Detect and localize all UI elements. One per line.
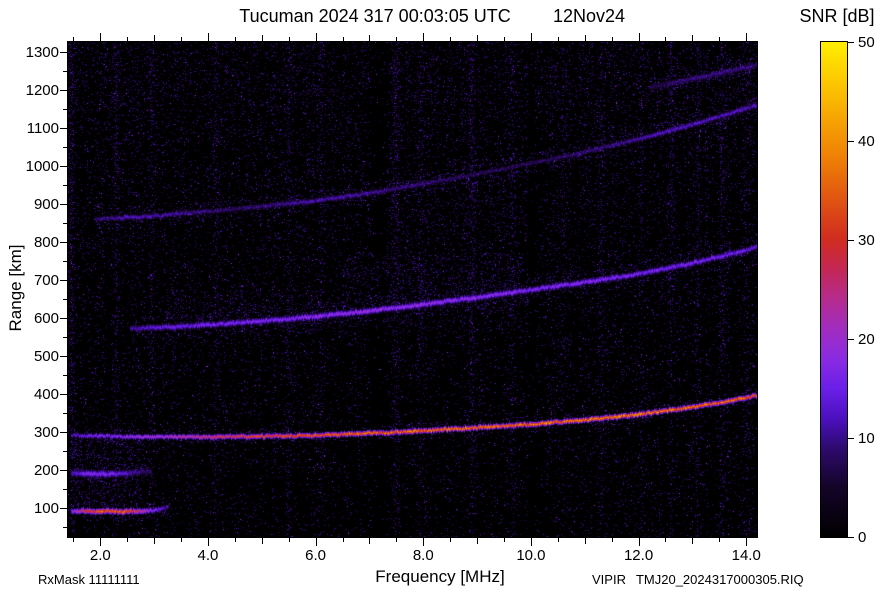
y-axis-tick	[60, 280, 67, 281]
y-axis-tick	[60, 394, 67, 395]
colorbar-tick-label: 20	[858, 331, 875, 348]
x-axis-tick	[450, 538, 451, 542]
y-tick-label: 1100	[26, 119, 59, 137]
x-axis-tick	[558, 538, 559, 542]
y-tick-label: 1000	[25, 157, 59, 175]
x-tick-label: 4.0	[197, 547, 219, 564]
colorbar-tick	[848, 339, 854, 340]
y-axis-tick	[60, 90, 67, 91]
y-tick-label: 300	[33, 424, 59, 442]
x-axis-tick	[235, 538, 236, 542]
x-axis-tick	[746, 538, 747, 546]
colorbar-tick	[848, 240, 854, 241]
footer-file-name: TMJ20_2024317000305.RIQ	[635, 572, 804, 587]
colorbar-label: SNR [dB]	[799, 6, 875, 26]
x-axis-tick	[719, 538, 720, 542]
colorbar-tick-label: 50	[858, 34, 875, 51]
x-axis-tick	[396, 538, 397, 542]
colorbar-tick	[848, 42, 854, 43]
y-axis-tick	[60, 318, 67, 319]
x-axis-tick	[208, 538, 209, 546]
x-axis-tick	[531, 538, 532, 546]
x-axis-top-tick	[746, 33, 747, 41]
x-axis-tick	[181, 538, 182, 542]
y-axis-tick	[60, 356, 67, 357]
x-tick-label: 6.0	[305, 547, 327, 564]
y-tick-label: 900	[33, 195, 59, 213]
footer-system-name: VIPIR	[592, 572, 626, 587]
x-axis-tick	[665, 538, 666, 542]
colorbar-tick	[848, 141, 854, 142]
x-axis-tick	[585, 538, 586, 544]
colorbar-tick-label: 40	[858, 133, 875, 150]
footer-system-file: VIPIR TMJ20_2024317000305.RIQ	[592, 572, 804, 587]
y-tick-label: 500	[33, 348, 59, 366]
colorbar-tick-label: 0	[858, 529, 867, 546]
colorbar-tick	[848, 537, 854, 538]
header-title: Tucuman 2024 317 00:03:05 UTC	[239, 6, 511, 26]
x-axis-tick	[343, 538, 344, 542]
x-axis-tick	[100, 538, 101, 546]
x-axis-tick	[423, 538, 424, 546]
y-tick-label: 1300	[25, 43, 59, 61]
x-tick-label: 10.0	[516, 547, 546, 564]
x-axis-tick	[369, 538, 370, 544]
plot-frame	[67, 41, 758, 538]
x-axis-tick	[692, 538, 693, 544]
x-axis-top-tick	[208, 33, 209, 41]
y-tick-label: 400	[33, 386, 59, 404]
x-axis-top-tick	[531, 33, 532, 41]
x-tick-label: 2.0	[89, 547, 111, 564]
x-tick-label: 14.0	[731, 547, 761, 564]
ionogram-canvas	[68, 42, 757, 537]
header-date: 12Nov24	[552, 6, 626, 26]
y-axis-tick	[60, 508, 67, 509]
x-axis-tick	[127, 538, 128, 542]
x-axis-tick	[262, 538, 263, 544]
x-tick-label: 12.0	[623, 547, 654, 564]
x-axis-top-tick	[423, 33, 424, 41]
y-axis-tick	[60, 52, 67, 53]
x-axis-top-tick	[316, 33, 317, 41]
x-axis-tick	[316, 538, 317, 546]
y-tick-label: 1200	[25, 81, 59, 99]
colorbar-tick-label: 10	[858, 430, 875, 447]
colorbar-tick	[848, 438, 854, 439]
x-axis-top-tick	[100, 33, 101, 41]
x-tick-label: 8.0	[412, 547, 434, 564]
x-axis-tick	[73, 538, 74, 542]
y-axis-tick	[60, 432, 67, 433]
y-axis-tick	[60, 166, 67, 167]
x-axis-top-tick	[639, 33, 640, 41]
y-tick-label: 200	[33, 462, 59, 480]
y-axis-tick	[60, 204, 67, 205]
y-axis-tick	[60, 242, 67, 243]
x-axis-tick	[154, 538, 155, 544]
footer-rxmask: RxMask 11111111	[38, 572, 140, 587]
range-axis-label: Range [km]	[6, 244, 25, 332]
y-tick-label: 100	[33, 500, 59, 518]
colorbar-tick-label: 30	[858, 232, 875, 249]
y-axis-tick	[60, 128, 67, 129]
y-axis-tick	[60, 470, 67, 471]
x-axis-tick	[504, 538, 505, 542]
colorbar	[820, 41, 848, 538]
frequency-axis-label: Frequency [MHz]	[375, 567, 505, 586]
x-axis-tick	[639, 538, 640, 546]
x-axis-tick	[612, 538, 613, 542]
x-axis-tick	[289, 538, 290, 542]
x-axis-tick	[477, 538, 478, 544]
colorbar-gradient	[821, 42, 847, 537]
